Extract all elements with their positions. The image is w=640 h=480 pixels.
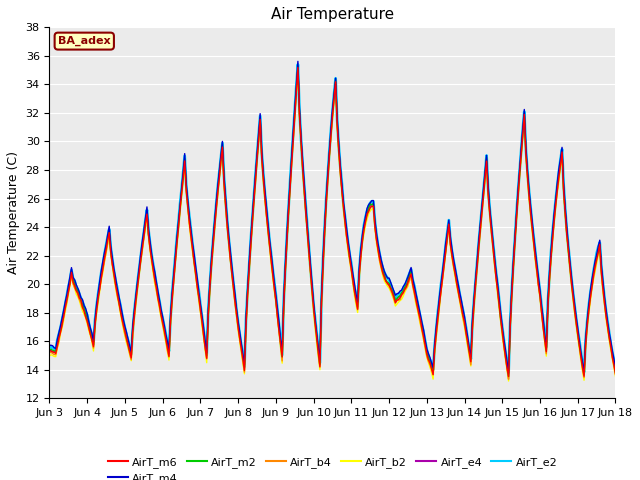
AirT_b4: [505, 376, 513, 382]
AirT_m4: [369, 198, 377, 204]
AirT_m4: [45, 342, 53, 348]
AirT_m4: [151, 269, 159, 275]
AirT_b4: [369, 204, 377, 209]
AirT_b2: [388, 293, 396, 299]
AirT_m4: [546, 270, 554, 276]
AirT_e2: [388, 286, 396, 292]
AirT_m6: [505, 373, 513, 379]
AirT_m6: [401, 286, 409, 292]
Line: AirT_b4: AirT_b4: [49, 70, 616, 379]
Line: AirT_m4: AirT_m4: [49, 61, 616, 373]
AirT_e2: [45, 344, 53, 350]
Line: AirT_e2: AirT_e2: [49, 64, 616, 373]
AirT_b2: [45, 353, 53, 359]
AirT_b4: [45, 350, 53, 356]
Line: AirT_e4: AirT_e4: [49, 68, 616, 379]
AirT_m2: [61, 303, 69, 309]
AirT_e4: [612, 369, 620, 374]
AirT_e2: [612, 366, 620, 372]
Line: AirT_b2: AirT_b2: [49, 71, 616, 381]
AirT_m4: [401, 281, 409, 287]
AirT_m6: [45, 348, 53, 354]
AirT_e4: [369, 201, 377, 207]
AirT_e4: [505, 376, 513, 382]
AirT_b2: [505, 378, 513, 384]
AirT_m4: [61, 300, 69, 305]
AirT_m2: [151, 274, 159, 279]
AirT_m6: [369, 204, 377, 209]
AirT_m6: [151, 277, 159, 283]
Text: BA_adex: BA_adex: [58, 36, 111, 46]
AirT_m2: [388, 288, 396, 293]
AirT_m2: [294, 63, 301, 69]
Y-axis label: Air Temperature (C): Air Temperature (C): [7, 151, 20, 275]
AirT_m4: [505, 370, 513, 376]
AirT_m2: [369, 201, 377, 206]
AirT_e4: [401, 285, 409, 290]
AirT_m2: [505, 373, 513, 379]
AirT_m4: [612, 365, 620, 371]
AirT_e2: [546, 273, 554, 278]
AirT_b2: [401, 289, 409, 295]
AirT_m2: [45, 348, 53, 353]
AirT_m2: [612, 369, 620, 375]
AirT_b4: [401, 287, 409, 293]
Line: AirT_m2: AirT_m2: [49, 66, 616, 376]
AirT_m6: [61, 305, 69, 311]
AirT_e2: [505, 371, 513, 376]
AirT_e4: [546, 276, 554, 281]
AirT_m2: [401, 284, 409, 290]
AirT_e4: [45, 347, 53, 353]
AirT_b4: [294, 67, 301, 72]
AirT_m4: [388, 284, 396, 289]
AirT_b4: [61, 305, 69, 311]
AirT_b4: [388, 290, 396, 296]
AirT_m6: [388, 289, 396, 295]
AirT_b4: [612, 372, 620, 377]
AirT_e2: [151, 272, 159, 277]
AirT_e4: [61, 306, 69, 312]
AirT_b2: [294, 68, 301, 74]
AirT_b2: [61, 309, 69, 314]
AirT_e4: [294, 65, 301, 71]
Legend: AirT_m6, AirT_m4, AirT_m2, AirT_b4, AirT_b2, AirT_e4, AirT_e2: AirT_m6, AirT_m4, AirT_m2, AirT_b4, AirT…: [103, 452, 562, 480]
AirT_b4: [546, 277, 554, 283]
AirT_e4: [151, 276, 159, 281]
AirT_b2: [612, 373, 620, 379]
Line: AirT_m6: AirT_m6: [49, 68, 616, 376]
Title: Air Temperature: Air Temperature: [271, 7, 394, 22]
AirT_m6: [294, 65, 301, 71]
AirT_m4: [294, 59, 301, 64]
AirT_b4: [151, 277, 159, 283]
AirT_m6: [546, 276, 554, 282]
AirT_b2: [151, 281, 159, 287]
AirT_b2: [369, 206, 377, 212]
AirT_e2: [401, 282, 409, 288]
AirT_m6: [612, 371, 620, 377]
AirT_e2: [294, 61, 301, 67]
AirT_b2: [546, 280, 554, 286]
AirT_e2: [61, 301, 69, 307]
AirT_e4: [388, 290, 396, 296]
AirT_m2: [546, 274, 554, 280]
AirT_e2: [369, 199, 377, 204]
